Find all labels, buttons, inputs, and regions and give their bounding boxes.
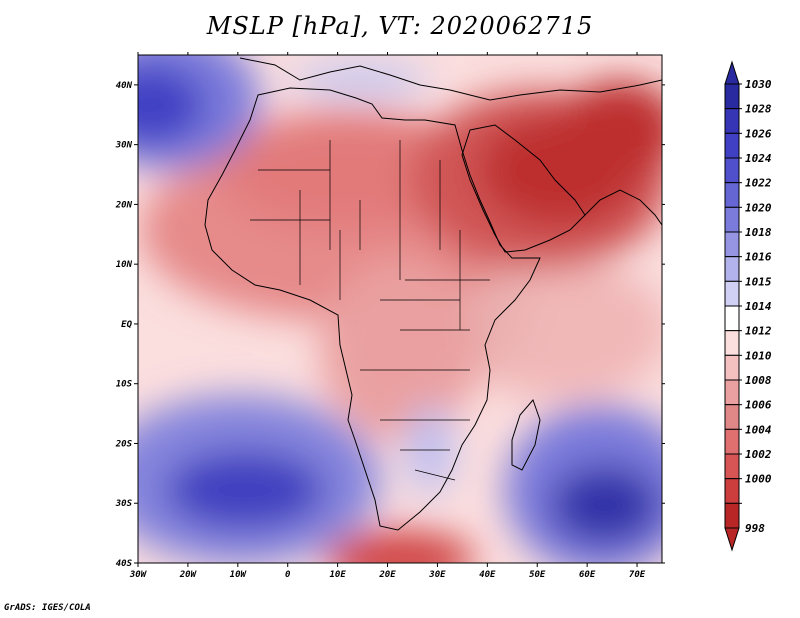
colorbar-label: 1022 <box>745 177 772 190</box>
colorbar-label: 1000 <box>745 473 772 486</box>
x-tick-label: 40E <box>479 570 496 580</box>
azores-core <box>138 65 205 145</box>
colorbar-swatch <box>724 108 740 134</box>
iran-trough-core <box>560 80 662 180</box>
colorbar-swatch <box>724 330 740 356</box>
x-tick-label: 10W <box>230 570 248 580</box>
colorbar: 1030 1028 1026 1024 1022 1020 1018 1016 1015 1014… <box>724 60 772 552</box>
footer-credit: GrADS: IGES/COLA <box>4 603 91 613</box>
x-tick-label: 70E <box>629 570 646 580</box>
colorbar-swatch <box>724 280 740 307</box>
colorbar-label: 1024 <box>745 152 772 165</box>
x-tick-label: 20W <box>179 570 198 580</box>
colorbar-label: 1028 <box>745 103 772 116</box>
colorbar-swatch <box>724 354 740 381</box>
colorbar-label: 1020 <box>745 201 772 214</box>
country-borders <box>250 140 490 481</box>
south-atlantic-core <box>165 450 325 530</box>
x-tick-label: 0 <box>285 570 291 580</box>
colorbar-swatch <box>724 305 740 332</box>
colorbar-label: 1030 <box>745 78 772 91</box>
pressure-blobs <box>138 55 662 563</box>
colorbar-min-arrow <box>724 527 740 552</box>
colorbar-label: 1006 <box>745 399 772 412</box>
colorbar-label: 1008 <box>745 374 772 387</box>
colorbar-label: 1015 <box>745 275 772 288</box>
colorbar-label: 1026 <box>745 127 772 140</box>
colorbar-swatch <box>724 83 740 110</box>
colorbar-swatch <box>724 182 740 208</box>
madagascar-outline <box>511 399 541 471</box>
africa-outline <box>204 87 541 531</box>
colorbar-label: 1002 <box>745 448 772 461</box>
asia-outline <box>584 189 662 226</box>
colorbar-label: 1004 <box>745 423 772 436</box>
axis-ticks: 30W 20W 10W 0 10E 20E 30E 40E 50E 60E 70E 40N 30N 20N… <box>115 52 665 580</box>
coastlines <box>204 57 662 531</box>
y-tick-label: 10S <box>116 380 133 390</box>
y-tick-label: 40N <box>116 81 133 91</box>
y-tick-label: 30S <box>115 499 133 509</box>
map-field <box>138 55 662 563</box>
y-tick-label: 40S <box>116 559 133 569</box>
colorbar-swatch <box>724 132 740 159</box>
x-tick-label: 30W <box>129 570 148 580</box>
colorbar-swatch <box>724 231 740 258</box>
y-tick-label: EQ <box>121 320 132 330</box>
mascarene-core <box>550 465 660 545</box>
mediterranean-ridge <box>290 62 430 98</box>
colorbar-label: 1016 <box>745 251 772 264</box>
colorbar-label: 1012 <box>745 325 772 338</box>
x-tick-label: 20E <box>378 570 396 580</box>
colorbar-swatch <box>724 404 740 430</box>
colorbar-max-arrow <box>724 60 740 85</box>
europe-outline <box>239 57 662 101</box>
x-tick-label: 30E <box>428 570 446 580</box>
y-tick-label: 20S <box>115 439 133 449</box>
colorbar-swatch <box>724 428 740 455</box>
southern-ocean-trough <box>325 530 475 563</box>
colorbar-swatch <box>724 453 740 480</box>
congo-trough <box>320 260 480 440</box>
arabia-outline <box>461 124 586 253</box>
colorbar-swatch <box>724 379 740 406</box>
colorbar-swatch <box>724 157 740 184</box>
colorbar-swatch <box>724 206 740 233</box>
colorbar-label: 1018 <box>745 226 772 239</box>
colorbar-label: 1010 <box>745 349 772 362</box>
colorbar-swatch <box>724 478 740 504</box>
map-frame <box>137 54 663 564</box>
map-title: MSLP [hPa], VT: 2020062715 <box>206 12 594 40</box>
colorbar-label: 1014 <box>745 300 772 313</box>
y-tick-label: 20N <box>115 200 133 210</box>
y-tick-label: 10N <box>116 260 133 270</box>
colorbar-swatch <box>724 502 740 529</box>
y-tick-label: 30N <box>115 141 133 151</box>
x-tick-label: 60E <box>579 570 596 580</box>
colorbar-swatch <box>724 256 740 282</box>
x-tick-label: 50E <box>529 570 546 580</box>
x-tick-label: 10E <box>329 570 346 580</box>
colorbar-label: 998 <box>745 522 765 535</box>
